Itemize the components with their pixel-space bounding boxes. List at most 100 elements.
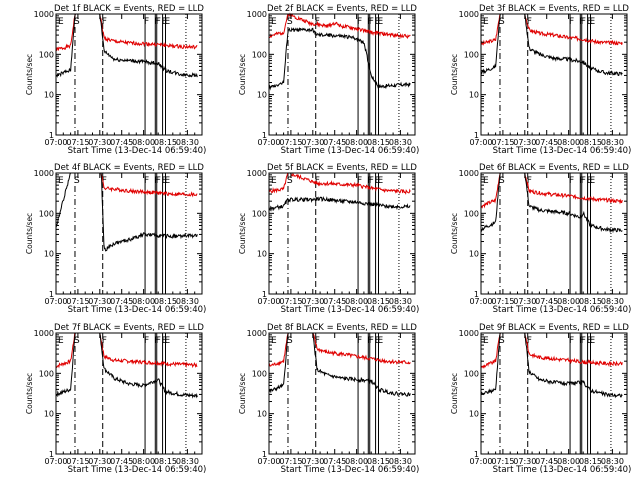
x-axis-label: Start Time (13-Dec-14 06:59:40) (68, 146, 207, 156)
marker-label: E (271, 336, 277, 346)
x-tick-label: 08:00 (557, 297, 580, 306)
x-tick-label: 07:15 (491, 138, 514, 147)
x-tick-label: 08:15 (367, 297, 390, 306)
x-tick-label: 08:30 (389, 457, 412, 466)
marker-label: S (499, 336, 505, 346)
panel-3: Det 3f BLACK = Events, RED = LLDESFFFFEE… (450, 4, 631, 156)
marker-label: F (144, 17, 149, 27)
marker-label: F (527, 176, 532, 186)
x-tick-label: 07:15 (279, 297, 302, 306)
marker-label: F (581, 176, 586, 186)
x-axis-label: Start Time (13-Dec-14 06:59:40) (281, 465, 420, 475)
y-tick-label: 10 (257, 410, 267, 419)
x-tick-label: 08:00 (132, 297, 155, 306)
x-axis-label: Start Time (13-Dec-14 06:59:40) (493, 146, 632, 156)
x-tick-label: 07:45 (535, 138, 558, 147)
y-tick-label: 10 (44, 250, 54, 259)
series-line-lld (268, 12, 411, 40)
x-tick-label: 07:30 (301, 457, 324, 466)
x-tick-label: 08:30 (176, 297, 199, 306)
y-tick-label: 100 (464, 369, 479, 378)
marker-label: F (357, 176, 362, 186)
x-tick-label: 08:15 (367, 138, 390, 147)
x-axis-label: Start Time (13-Dec-14 06:59:40) (68, 305, 207, 315)
x-tick-label: 07:30 (88, 457, 111, 466)
y-tick-label: 100 (252, 50, 267, 59)
marker-label: F (369, 17, 374, 27)
x-tick-label: 07:15 (279, 457, 302, 466)
marker-label: E (162, 336, 168, 346)
y-tick-label: 1 (474, 131, 479, 140)
marker-label: S (499, 176, 505, 186)
y-axis-label: Counts/sec (238, 54, 247, 95)
y-tick-label: 1000 (459, 329, 479, 338)
y-tick-label: 100 (252, 369, 267, 378)
panel-7: Det 7f BLACK = Events, RED = LLDESFFFFEE… (25, 323, 206, 475)
y-tick-label: 10 (44, 410, 54, 419)
marker-label: E (590, 176, 596, 186)
x-tick-label: 07:30 (301, 297, 324, 306)
marker-label: E (378, 17, 384, 27)
panel-title: Det 6f BLACK = Events, RED = LLD (479, 163, 629, 173)
x-tick-label: 08:30 (601, 297, 624, 306)
x-axis-label: Start Time (13-Dec-14 06:59:40) (68, 465, 207, 475)
x-tick-label: 07:00 (469, 138, 492, 147)
x-tick-label: 07:45 (110, 297, 133, 306)
x-tick-label: 07:30 (513, 297, 536, 306)
marker-label: F (369, 176, 374, 186)
y-tick-label: 10 (44, 91, 54, 100)
x-tick-label: 08:15 (154, 297, 177, 306)
marker-label: E (271, 176, 277, 186)
x-axis-label: Start Time (13-Dec-14 06:59:40) (493, 305, 632, 315)
plot-frame (268, 172, 416, 295)
y-tick-label: 100 (464, 50, 479, 59)
x-axis-label: Start Time (13-Dec-14 06:59:40) (281, 146, 420, 156)
x-tick-label: 07:15 (491, 297, 514, 306)
y-tick-label: 1000 (459, 10, 479, 19)
x-tick-label: 07:15 (66, 457, 89, 466)
y-axis-label: Counts/sec (25, 213, 34, 254)
marker-label: S (74, 17, 80, 27)
panel-title: Det 7f BLACK = Events, RED = LLD (54, 323, 204, 333)
x-tick-label: 08:30 (601, 138, 624, 147)
x-tick-label: 07:00 (257, 297, 280, 306)
series-line-events (268, 27, 411, 91)
x-tick-label: 08:00 (345, 138, 368, 147)
x-tick-label: 07:45 (535, 457, 558, 466)
marker-label: E (375, 176, 381, 186)
marker-label: S (287, 336, 293, 346)
marker-label: S (499, 17, 505, 27)
x-tick-label: 08:15 (154, 457, 177, 466)
marker-label: F (581, 336, 586, 346)
x-tick-label: 07:45 (535, 297, 558, 306)
marker-label: F (369, 336, 374, 346)
marker-label: E (587, 336, 593, 346)
y-tick-label: 1 (474, 450, 479, 459)
plot-frame (55, 332, 203, 455)
marker-label: F (527, 336, 532, 346)
panel-title: Det 8f BLACK = Events, RED = LLD (267, 323, 417, 333)
y-tick-label: 100 (39, 209, 54, 218)
x-tick-label: 07:30 (513, 138, 536, 147)
x-tick-label: 08:00 (132, 457, 155, 466)
panel-title: Det 2f BLACK = Events, RED = LLD (267, 4, 417, 14)
y-tick-label: 1000 (459, 169, 479, 178)
y-tick-label: 1000 (34, 329, 54, 338)
y-tick-label: 100 (39, 369, 54, 378)
marker-label: E (58, 176, 64, 186)
x-tick-label: 07:00 (44, 297, 67, 306)
x-tick-label: 07:00 (469, 297, 492, 306)
panel-9: Det 9f BLACK = Events, RED = LLDESFFFFEE… (450, 323, 631, 475)
marker-label: F (357, 17, 362, 27)
y-tick-label: 1 (49, 450, 54, 459)
panel-8: Det 8f BLACK = Events, RED = LLDESFFFFEE… (238, 323, 419, 475)
panel-1: Det 1f BLACK = Events, RED = LLDESFFFFEE… (25, 4, 206, 156)
marker-label: E (378, 176, 384, 186)
y-tick-label: 100 (464, 209, 479, 218)
panel-title: Det 3f BLACK = Events, RED = LLD (479, 4, 629, 14)
marker-label: F (569, 17, 574, 27)
marker-label: S (287, 176, 293, 186)
marker-label: E (271, 17, 277, 27)
x-tick-label: 08:30 (601, 457, 624, 466)
marker-label: F (156, 17, 161, 27)
